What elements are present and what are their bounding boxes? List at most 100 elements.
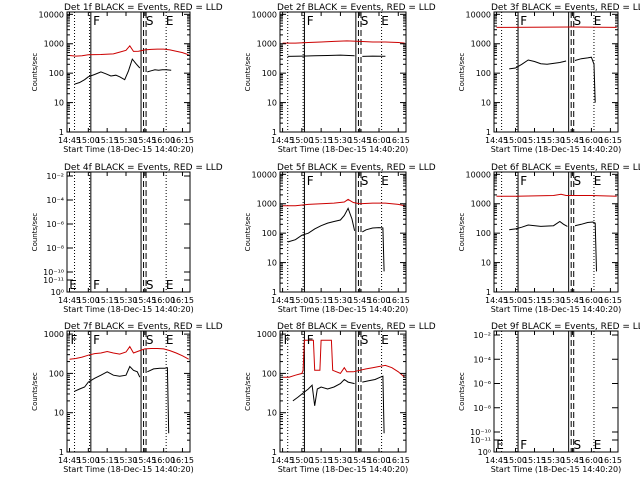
y-tick-label: 100 — [49, 69, 64, 78]
events-line — [74, 58, 141, 85]
panel-title: Det 2f BLACK = Events, RED = LLD — [277, 3, 436, 13]
y-tick-label: 10000 — [252, 170, 277, 179]
y-axis-label: Counts/sec — [31, 213, 39, 252]
marker-letter: S — [361, 14, 369, 28]
y-tick-label: 100 — [476, 229, 491, 238]
y-tick-label: 1 — [59, 448, 64, 457]
marker-letter: F — [93, 333, 100, 347]
x-tick-label: 15:00 — [290, 136, 313, 145]
marker-letter: F — [71, 333, 78, 347]
x-tick-label: 15:15 — [310, 456, 333, 465]
x-tick-label: 15:15 — [523, 136, 546, 145]
marker-letter: E — [594, 174, 602, 188]
y-tick-label: 10 — [54, 409, 64, 418]
x-tick-label: 15:15 — [96, 136, 119, 145]
panel-title: Det 1f BLACK = Events, RED = LLD — [64, 3, 223, 13]
marker-letter: S — [361, 333, 369, 347]
panel-title: Det 6f BLACK = Events, RED = LLD — [491, 163, 640, 173]
marker-letter: S — [573, 438, 581, 452]
marker-letter: E — [166, 278, 174, 292]
marker-letter: S — [573, 174, 581, 188]
marker-letter: S — [146, 14, 154, 28]
events-line — [147, 367, 170, 434]
y-tick-label: 1000 — [44, 40, 64, 49]
x-tick-label: 15:30 — [329, 296, 352, 305]
x-tick-label: 16:00 — [580, 456, 603, 465]
panel-title: Det 3f BLACK = Events, RED = LLD — [491, 3, 640, 13]
y-tick-label: 1000 — [257, 40, 277, 49]
y-axis-label: Counts/sec — [458, 53, 466, 92]
panel-title: Det 9f BLACK = Events, RED = LLD — [491, 322, 640, 332]
events-line — [362, 375, 385, 434]
x-tick-label: 15:00 — [77, 136, 100, 145]
marker-letter: F — [307, 14, 314, 28]
marker-letter: E — [166, 14, 174, 28]
x-tick-label: 14:45 — [485, 456, 508, 465]
y-tick-label: 10⁻⁸ — [473, 404, 491, 413]
x-axis-label: Start Time (18-Dec-15 14:40:20) — [63, 305, 194, 314]
marker-letter: E — [381, 333, 389, 347]
y-tick-label: 1 — [272, 448, 277, 457]
y-axis-label: Counts/sec — [31, 53, 39, 92]
x-tick-label: 15:15 — [523, 296, 546, 305]
y-tick-label: 100 — [49, 369, 64, 378]
x-tick-label: 16:15 — [171, 456, 194, 465]
x-tick-label: 15:30 — [114, 296, 137, 305]
events-line — [147, 69, 172, 73]
marker-letter: F — [520, 14, 527, 28]
x-tick-label: 14:45 — [271, 296, 294, 305]
axes-frame — [66, 330, 191, 453]
y-axis-label: Counts/sec — [458, 372, 466, 411]
marker-letter: F — [307, 174, 314, 188]
x-tick-label: 15:30 — [329, 136, 352, 145]
y-tick-label: 10⁻¹¹ — [43, 276, 64, 285]
x-tick-label: 16:00 — [367, 296, 390, 305]
axes-frame — [493, 171, 619, 293]
marker-letter: S — [573, 14, 581, 28]
x-tick-label: 15:45 — [348, 296, 371, 305]
events-line — [574, 56, 596, 103]
lld-line — [69, 345, 189, 360]
x-axis-label: Start Time (18-Dec-15 14:40:20) — [63, 465, 194, 474]
axes-frame — [279, 171, 407, 293]
lld-line — [69, 44, 189, 57]
y-tick-label: 10⁻¹⁰ — [43, 268, 64, 277]
events-line — [292, 378, 355, 406]
x-tick-label: 16:15 — [599, 456, 622, 465]
x-axis-label: Start Time (18-Dec-15 14:40:20) — [491, 305, 622, 314]
x-tick-label: 15:30 — [542, 456, 565, 465]
marker-letter: E — [381, 174, 389, 188]
marker-letter: E — [594, 14, 602, 28]
y-tick-label: 10⁻⁴ — [46, 196, 64, 205]
y-tick-label: 10 — [481, 99, 491, 108]
x-tick-label: 14:45 — [271, 456, 294, 465]
y-tick-label: 1000 — [257, 330, 277, 339]
marker-letter: S — [361, 174, 369, 188]
x-tick-label: 16:00 — [152, 296, 175, 305]
y-tick-label: 10 — [481, 259, 491, 268]
y-tick-label: 1000 — [471, 200, 491, 209]
x-tick-label: 16:00 — [152, 136, 175, 145]
axes-frame — [493, 11, 619, 133]
y-tick-label: 10⁻⁴ — [473, 355, 491, 364]
lld-line — [282, 339, 406, 378]
marker-letter: E — [594, 438, 602, 452]
y-axis-label: Counts/sec — [31, 372, 39, 411]
x-tick-label: 15:15 — [310, 136, 333, 145]
y-tick-label: 10⁻² — [473, 331, 491, 340]
x-axis-label: Start Time (18-Dec-15 14:40:20) — [278, 465, 409, 474]
x-tick-label: 14:45 — [58, 136, 81, 145]
marker-letter: F — [93, 14, 100, 28]
x-tick-label: 15:15 — [523, 456, 546, 465]
marker-letter: E — [496, 438, 504, 452]
panel-title: Det 7f BLACK = Events, RED = LLD — [64, 322, 223, 332]
panel-title: Det 5f BLACK = Events, RED = LLD — [277, 163, 436, 173]
y-axis-label: Counts/sec — [244, 372, 252, 411]
